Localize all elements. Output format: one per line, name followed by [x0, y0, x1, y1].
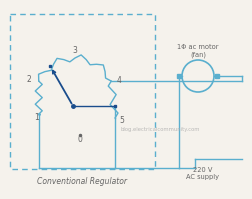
Text: 1: 1 — [34, 113, 39, 122]
Text: 0: 0 — [77, 135, 82, 144]
Bar — [10, 14, 154, 169]
Text: 3: 3 — [72, 46, 77, 55]
Text: Conventional Regulator: Conventional Regulator — [37, 177, 127, 186]
Text: 2: 2 — [27, 75, 32, 84]
Text: blog.electricalcommunity.com: blog.electricalcommunity.com — [120, 128, 199, 133]
Text: 1Φ ac motor
(fan): 1Φ ac motor (fan) — [177, 44, 218, 58]
Text: 4: 4 — [116, 76, 121, 85]
Text: 5: 5 — [118, 116, 123, 125]
Text: 220 V
AC supply: 220 V AC supply — [186, 167, 219, 180]
